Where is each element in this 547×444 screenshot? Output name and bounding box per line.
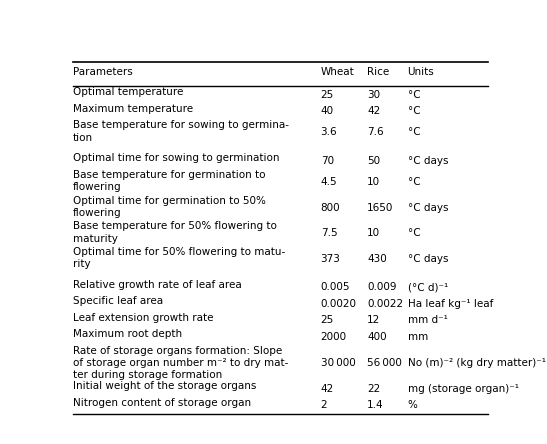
Text: 400: 400 [367,332,387,342]
Text: Base temperature for sowing to germina-
tion: Base temperature for sowing to germina- … [73,120,289,143]
Text: No (m)⁻² (kg dry matter)⁻¹: No (m)⁻² (kg dry matter)⁻¹ [408,358,545,368]
Text: 25: 25 [321,315,334,325]
Text: Maximum root depth: Maximum root depth [73,329,182,339]
Text: 30 000: 30 000 [321,358,356,368]
Text: 42: 42 [367,107,381,116]
Text: Optimal time for sowing to germination: Optimal time for sowing to germination [73,154,279,163]
Text: 40: 40 [321,107,334,116]
Text: 0.005: 0.005 [321,282,350,293]
Text: °C: °C [408,127,420,138]
Text: 12: 12 [367,315,381,325]
Text: °C days: °C days [408,254,448,264]
Text: Specific leaf area: Specific leaf area [73,296,163,306]
Text: Maximum temperature: Maximum temperature [73,104,193,114]
Text: 373: 373 [321,254,340,264]
Text: 3.6: 3.6 [321,127,337,138]
Text: Wheat: Wheat [321,67,354,77]
Text: 30: 30 [367,90,380,100]
Text: Base temperature for 50% flowering to
maturity: Base temperature for 50% flowering to ma… [73,221,276,244]
Text: Optimal temperature: Optimal temperature [73,87,183,98]
Text: 0.009: 0.009 [367,282,397,293]
Text: 42: 42 [321,384,334,394]
Text: °C: °C [408,228,420,238]
Text: mm d⁻¹: mm d⁻¹ [408,315,447,325]
Text: 0.0022: 0.0022 [367,299,403,309]
Text: Optimal time for germination to 50%
flowering: Optimal time for germination to 50% flow… [73,195,265,218]
Text: 2: 2 [321,400,327,410]
Text: 430: 430 [367,254,387,264]
Text: 10: 10 [367,177,380,187]
Text: 70: 70 [321,156,334,166]
Text: Optimal time for 50% flowering to matu-
rity: Optimal time for 50% flowering to matu- … [73,247,285,269]
Text: Rate of storage organs formation: Slope
of storage organ number m⁻² to dry mat-
: Rate of storage organs formation: Slope … [73,345,288,381]
Text: Ha leaf kg⁻¹ leaf: Ha leaf kg⁻¹ leaf [408,299,493,309]
Text: Rice: Rice [367,67,389,77]
Text: %: % [408,400,417,410]
Text: mm: mm [408,332,428,342]
Text: 50: 50 [367,156,380,166]
Text: 2000: 2000 [321,332,347,342]
Text: 4.5: 4.5 [321,177,337,187]
Text: 22: 22 [367,384,381,394]
Text: Nitrogen content of storage organ: Nitrogen content of storage organ [73,398,251,408]
Text: Relative growth rate of leaf area: Relative growth rate of leaf area [73,280,241,290]
Text: °C: °C [408,90,420,100]
Text: 1.4: 1.4 [367,400,384,410]
Text: °C days: °C days [408,156,448,166]
Text: Initial weight of the storage organs: Initial weight of the storage organs [73,381,256,392]
Text: 0.0020: 0.0020 [321,299,357,309]
Text: Base temperature for germination to
flowering: Base temperature for germination to flow… [73,170,265,192]
Text: 800: 800 [321,202,340,213]
Text: 56 000: 56 000 [367,358,402,368]
Text: mg (storage organ)⁻¹: mg (storage organ)⁻¹ [408,384,519,394]
Text: (°C d)⁻¹: (°C d)⁻¹ [408,282,448,293]
Text: °C days: °C days [408,202,448,213]
Text: 7.6: 7.6 [367,127,384,138]
Text: Units: Units [408,67,434,77]
Text: 7.5: 7.5 [321,228,337,238]
Text: 10: 10 [367,228,380,238]
Text: Parameters: Parameters [73,67,132,77]
Text: °C: °C [408,177,420,187]
Text: 1650: 1650 [367,202,394,213]
Text: °C: °C [408,107,420,116]
Text: 25: 25 [321,90,334,100]
Text: Leaf extension growth rate: Leaf extension growth rate [73,313,213,323]
